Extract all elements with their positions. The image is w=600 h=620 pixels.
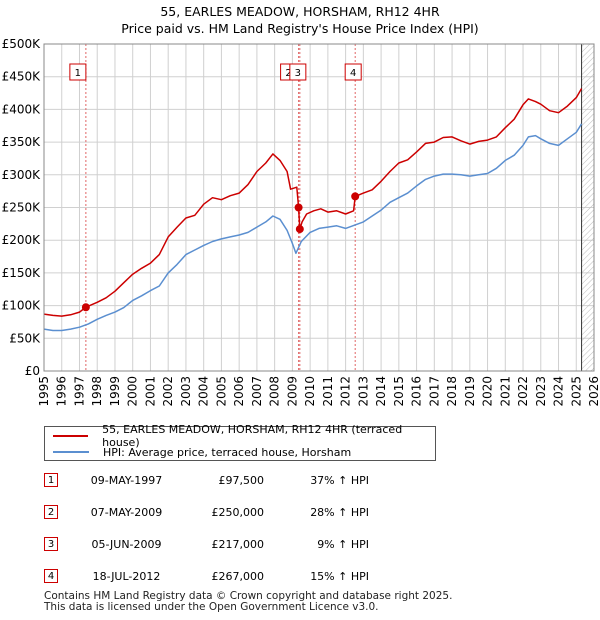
y-tick-label: £400K (2, 102, 42, 116)
x-tick-label: 2006 (232, 376, 246, 407)
sale-price: £250,000 (211, 506, 265, 519)
legend-item-property: 55, EARLES MEADOW, HORSHAM, RH12 4HR (te… (53, 423, 435, 449)
x-tick-label: 2013 (356, 376, 370, 407)
y-tick-label: £450K (2, 70, 42, 84)
x-tick-label: 2017 (427, 376, 441, 407)
sale-date: 09-MAY-1997 (90, 474, 163, 487)
x-tick-label: 2021 (498, 376, 512, 407)
x-tick-label: 2026 (587, 376, 600, 407)
x-tick-label: 2001 (143, 376, 157, 407)
y-tick-label: £0 (25, 364, 40, 378)
y-tick-label: £300K (2, 168, 42, 182)
x-tick-label: 1995 (37, 376, 51, 407)
sale-4-point (351, 192, 360, 201)
chart-title-line2: Price paid vs. HM Land Registry's House … (121, 21, 479, 36)
sale-3-point (295, 225, 304, 234)
x-tick-label: 2018 (445, 376, 459, 407)
sale-row: 2 07-MAY-2009 £250,000 28% ↑ HPI (44, 505, 464, 522)
sale-hpi-change: 15% ↑ HPI (310, 570, 369, 583)
sale-price: £267,000 (211, 570, 265, 583)
x-tick-label: 2004 (197, 376, 211, 407)
x-tick-label: 2016 (410, 376, 424, 407)
y-tick-label: £350K (2, 135, 42, 149)
sale-4-label-number: 4 (350, 68, 356, 79)
x-tick-label: 2002 (161, 376, 175, 407)
y-tick-label: £150K (2, 266, 42, 280)
x-tick-label: 2009 (285, 376, 299, 407)
y-tick-label: £250K (2, 201, 42, 215)
sale-hpi-change: 28% ↑ HPI (310, 506, 369, 519)
x-tick-label: 2014 (374, 376, 388, 407)
y-tick-label: £100K (2, 299, 42, 313)
x-tick-label: 1997 (72, 376, 86, 407)
sale-date: 05-JUN-2009 (91, 538, 162, 551)
sale-number-badge: 3 (44, 537, 58, 551)
footer-copyright: Contains HM Land Registry data © Crown c… (44, 590, 453, 602)
legend-item-hpi: HPI: Average price, terraced house, Hors… (53, 444, 351, 460)
x-tick-label: 2005 (214, 376, 228, 407)
sale-hpi-change: 37% ↑ HPI (310, 474, 369, 487)
sale-date: 18-JUL-2012 (92, 570, 161, 583)
x-tick-label: 2015 (392, 376, 406, 407)
x-tick-label: 1996 (55, 376, 69, 407)
property-price-line (43, 88, 583, 317)
x-tick-label: 2007 (250, 376, 264, 407)
y-tick-label: £500K (2, 37, 42, 51)
price-chart: £0 £50K £100K £150K £200K £250K £300K £350K £400… (2, 37, 600, 407)
x-tick-label: 2010 (303, 376, 317, 407)
sale-date: 07-MAY-2009 (90, 506, 163, 519)
sale-hpi-change: 9% ↑ HPI (317, 538, 369, 551)
footer: Contains HM Land Registry data © Crown c… (44, 591, 452, 613)
footer-license: This data is licensed under the Open Gov… (44, 601, 379, 613)
x-tick-label: 2020 (481, 376, 495, 407)
plot-frame (43, 43, 595, 372)
x-tick-label: 2023 (534, 376, 548, 407)
sale-1-label-number: 1 (75, 68, 81, 79)
sale-number-badge: 1 (44, 473, 58, 487)
sale-number-badge: 2 (44, 505, 58, 519)
sale-2-point (294, 203, 303, 212)
x-tick-label: 2008 (268, 376, 282, 407)
legend-swatch-hpi (53, 451, 89, 453)
sale-number-badge: 4 (44, 569, 58, 583)
x-tick-label: 2024 (552, 376, 566, 407)
legend-label-hpi: HPI: Average price, terraced house, Hors… (103, 445, 352, 459)
legend-swatch-property (53, 435, 89, 437)
x-tick-label: 1998 (90, 376, 104, 407)
x-tick-label: 2022 (516, 376, 530, 407)
forecast-hatch-area (581, 44, 594, 371)
hpi-line (43, 123, 583, 332)
x-tick-label: 2000 (126, 376, 140, 407)
x-tick-label: 2025 (569, 376, 583, 407)
x-tick-label: 1999 (108, 376, 122, 407)
x-tick-label: 2011 (321, 376, 335, 407)
y-tick-label: £50K (9, 331, 41, 345)
sale-3-label-number: 3 (295, 68, 301, 79)
chart-title-line1: 55, EARLES MEADOW, HORSHAM, RH12 4HR (160, 4, 440, 19)
sale-1-point (81, 303, 90, 312)
sale-row: 1 09-MAY-1997 £97,500 37% ↑ HPI (44, 473, 464, 490)
sale-price: £217,000 (211, 538, 265, 551)
sale-row: 3 05-JUN-2009 £217,000 9% ↑ HPI (44, 537, 464, 554)
legend-label-property: 55, EARLES MEADOW, HORSHAM, RH12 4HR (te… (102, 423, 403, 449)
x-tick-label: 2003 (179, 376, 193, 407)
y-tick-label: £200K (2, 233, 42, 247)
sale-2-label-number: 2 (285, 68, 291, 79)
sale-row: 4 18-JUL-2012 £267,000 15% ↑ HPI (44, 569, 464, 586)
sale-price: £97,500 (218, 474, 265, 487)
legend: 55, EARLES MEADOW, HORSHAM, RH12 4HR (te… (44, 423, 436, 461)
sale-1-label-box (69, 63, 87, 81)
x-tick-label: 2019 (463, 376, 477, 407)
x-tick-label: 2012 (339, 376, 353, 407)
sale-4-label-box (344, 63, 362, 81)
sale-3-label-box (289, 63, 307, 81)
